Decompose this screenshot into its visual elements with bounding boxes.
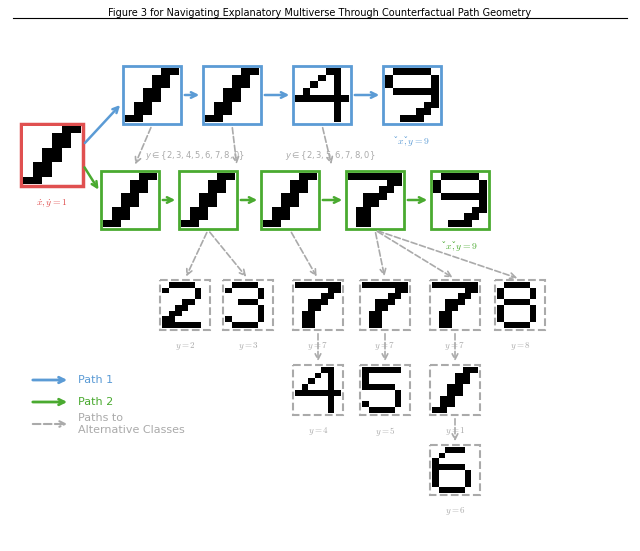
Text: $y = 1$: $y = 1$ (445, 425, 465, 437)
Bar (495, 280, 545, 330)
Bar (293, 66, 351, 124)
Bar (203, 66, 261, 124)
Bar (261, 171, 319, 229)
Bar (431, 171, 489, 229)
Text: $\check{x}, \check{y} = 9$: $\check{x}, \check{y} = 9$ (442, 239, 478, 253)
Bar (223, 280, 273, 330)
Text: $y = 7$: $y = 7$ (307, 340, 328, 352)
Bar (430, 280, 480, 330)
Bar (346, 171, 404, 229)
Bar (293, 365, 343, 415)
Bar (430, 365, 480, 415)
Bar (293, 280, 343, 330)
Bar (383, 66, 441, 124)
Text: $y \in \{2,3,5,6,7,8,0\}$: $y \in \{2,3,5,6,7,8,0\}$ (285, 149, 375, 161)
Text: $\dot{x}, \dot{y} = 1$: $\dot{x}, \dot{y} = 1$ (36, 198, 68, 210)
Bar (123, 66, 181, 124)
Bar (430, 445, 480, 495)
Text: Path 2: Path 2 (78, 397, 113, 407)
Text: $\check{x}, \check{y} = 9$: $\check{x}, \check{y} = 9$ (394, 134, 430, 148)
Bar (101, 171, 159, 229)
Text: Figure 3 for Navigating Explanatory Multiverse Through Counterfactual Path Geome: Figure 3 for Navigating Explanatory Mult… (108, 8, 532, 18)
Bar (160, 280, 210, 330)
Text: $y = 3$: $y = 3$ (237, 340, 259, 352)
Text: $y = 6$: $y = 6$ (445, 505, 465, 517)
Text: Path 1: Path 1 (78, 375, 113, 385)
Bar (360, 365, 410, 415)
Text: $y = 8$: $y = 8$ (509, 340, 531, 352)
Text: $y = 2$: $y = 2$ (175, 340, 195, 352)
Bar (360, 280, 410, 330)
Bar (21, 124, 83, 186)
Text: $y \in \{2,3,4,5,6,7,8,0\}$: $y \in \{2,3,4,5,6,7,8,0\}$ (145, 149, 245, 161)
Text: $y = 7$: $y = 7$ (444, 340, 465, 352)
Text: $y = 4$: $y = 4$ (308, 425, 328, 437)
Bar (179, 171, 237, 229)
Text: Paths to
Alternative Classes: Paths to Alternative Classes (78, 413, 185, 435)
Text: $y = 7$: $y = 7$ (374, 340, 396, 352)
Text: $y = 5$: $y = 5$ (374, 425, 396, 438)
